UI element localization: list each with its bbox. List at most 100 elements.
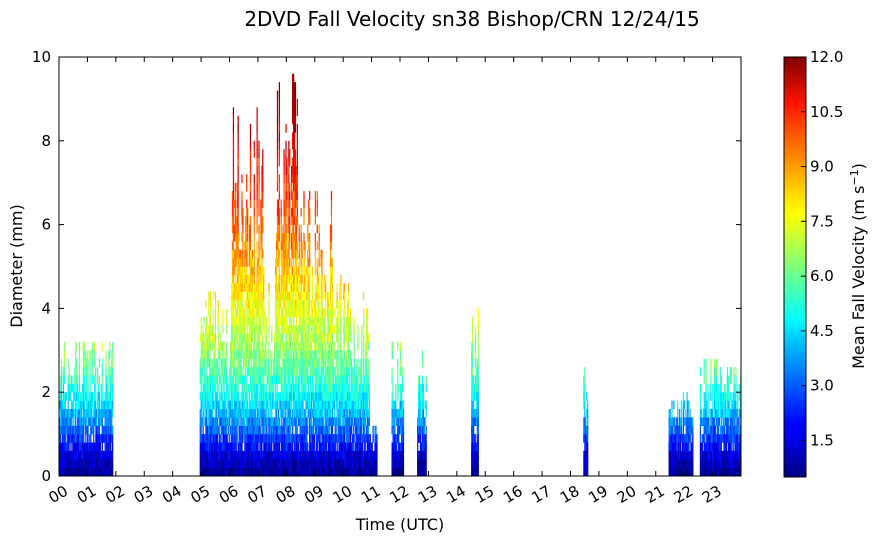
heatmap-cell bbox=[325, 325, 327, 334]
heatmap-cell bbox=[112, 383, 114, 393]
heatmap-cell bbox=[322, 392, 324, 401]
heatmap-cell bbox=[231, 216, 234, 225]
heatmap-cell bbox=[199, 417, 201, 427]
heatmap-cell bbox=[311, 333, 314, 343]
heatmap-cell bbox=[221, 383, 223, 393]
heatmap-cell bbox=[261, 400, 263, 410]
heatmap-cell bbox=[235, 283, 237, 292]
heatmap-cell bbox=[78, 442, 81, 452]
heatmap-cell bbox=[309, 291, 311, 301]
heatmap-cell bbox=[235, 417, 237, 427]
heatmap-cell bbox=[292, 249, 294, 259]
heatmap-cell bbox=[302, 434, 304, 443]
heatmap-cell bbox=[344, 383, 346, 393]
heatmap-cell bbox=[86, 442, 88, 452]
heatmap-cell bbox=[285, 358, 287, 368]
heatmap-cell bbox=[303, 199, 305, 209]
heatmap-cell bbox=[249, 333, 252, 343]
heatmap-cell bbox=[94, 400, 97, 410]
heatmap-cell bbox=[210, 400, 212, 410]
heatmap-cell bbox=[238, 467, 240, 476]
heatmap-cell bbox=[279, 316, 281, 326]
heatmap-cell bbox=[275, 266, 278, 276]
heatmap-cell bbox=[244, 266, 246, 276]
heatmap-cell bbox=[471, 408, 474, 418]
heatmap-cell bbox=[274, 459, 277, 468]
heatmap-cell bbox=[249, 266, 252, 276]
heatmap-cell bbox=[257, 300, 259, 309]
heatmap-cell bbox=[281, 425, 283, 435]
heatmap-cell bbox=[288, 408, 290, 418]
heatmap-cell bbox=[254, 459, 256, 468]
heatmap-cell bbox=[247, 450, 249, 460]
heatmap-cell bbox=[225, 358, 227, 368]
heatmap-cell bbox=[353, 383, 355, 393]
heatmap-cell bbox=[247, 434, 249, 443]
heatmap-cell bbox=[338, 417, 340, 427]
heatmap-cell bbox=[222, 425, 224, 435]
heatmap-cell bbox=[224, 375, 226, 385]
heatmap-cell bbox=[310, 367, 313, 376]
heatmap-cell bbox=[330, 434, 333, 443]
heatmap-cell bbox=[241, 274, 243, 284]
heatmap-cell bbox=[358, 459, 360, 468]
heatmap-cell bbox=[285, 316, 287, 326]
heatmap-cell bbox=[368, 467, 370, 476]
heatmap-cell bbox=[277, 392, 280, 401]
heatmap-cell bbox=[309, 375, 311, 385]
heatmap-cell bbox=[259, 450, 261, 460]
heatmap-cell bbox=[293, 140, 296, 150]
heatmap-cell bbox=[206, 425, 208, 435]
heatmap-cell bbox=[285, 341, 287, 351]
heatmap-cell bbox=[256, 165, 258, 175]
heatmap-cell bbox=[258, 232, 260, 242]
heatmap-cell bbox=[264, 459, 266, 468]
heatmap-cell bbox=[421, 392, 424, 401]
heatmap-cell bbox=[338, 459, 340, 468]
heatmap-cell bbox=[284, 450, 286, 460]
heatmap-cell bbox=[71, 450, 73, 460]
heatmap-cell bbox=[418, 434, 421, 443]
heatmap-cell bbox=[90, 459, 92, 468]
heatmap-cell bbox=[288, 367, 290, 376]
heatmap-cell bbox=[325, 383, 327, 393]
heatmap-cell bbox=[246, 249, 248, 259]
heatmap-cell bbox=[214, 358, 217, 368]
heatmap-cell bbox=[242, 425, 244, 435]
heatmap-cell bbox=[307, 400, 309, 410]
heatmap-cell bbox=[309, 316, 311, 326]
heatmap-cell bbox=[274, 300, 277, 309]
heatmap-cell bbox=[309, 417, 311, 427]
heatmap-cell bbox=[229, 367, 232, 376]
heatmap-cell bbox=[107, 417, 109, 427]
heatmap-cell bbox=[335, 333, 337, 343]
heatmap-cell bbox=[276, 367, 279, 376]
heatmap-cell bbox=[202, 400, 204, 410]
heatmap-cell bbox=[98, 459, 101, 468]
heatmap-cell bbox=[262, 274, 264, 284]
heatmap-cell bbox=[62, 459, 65, 468]
heatmap-cell bbox=[276, 149, 279, 158]
heatmap-cell bbox=[105, 450, 107, 460]
heatmap-cell bbox=[253, 383, 255, 393]
heatmap-cell bbox=[311, 425, 314, 435]
heatmap-cell bbox=[242, 224, 244, 234]
heatmap-cell bbox=[236, 350, 238, 359]
heatmap-cell bbox=[286, 291, 288, 301]
heatmap-cell bbox=[285, 124, 287, 133]
heatmap-cell bbox=[216, 442, 218, 452]
heatmap-cell bbox=[269, 383, 271, 393]
heatmap-cell bbox=[420, 442, 423, 452]
heatmap-cell bbox=[401, 383, 404, 393]
heatmap-cell bbox=[261, 174, 263, 183]
heatmap-cell bbox=[353, 459, 355, 468]
heatmap-cell bbox=[367, 367, 370, 376]
heatmap-cell bbox=[226, 392, 228, 401]
heatmap-cell bbox=[298, 266, 300, 276]
heatmap-cell bbox=[309, 450, 311, 460]
heatmap-cell bbox=[309, 408, 311, 418]
heatmap-cell bbox=[282, 224, 284, 234]
heatmap-cell bbox=[340, 450, 342, 460]
heatmap-cell bbox=[279, 450, 281, 460]
heatmap-cell bbox=[269, 417, 271, 427]
